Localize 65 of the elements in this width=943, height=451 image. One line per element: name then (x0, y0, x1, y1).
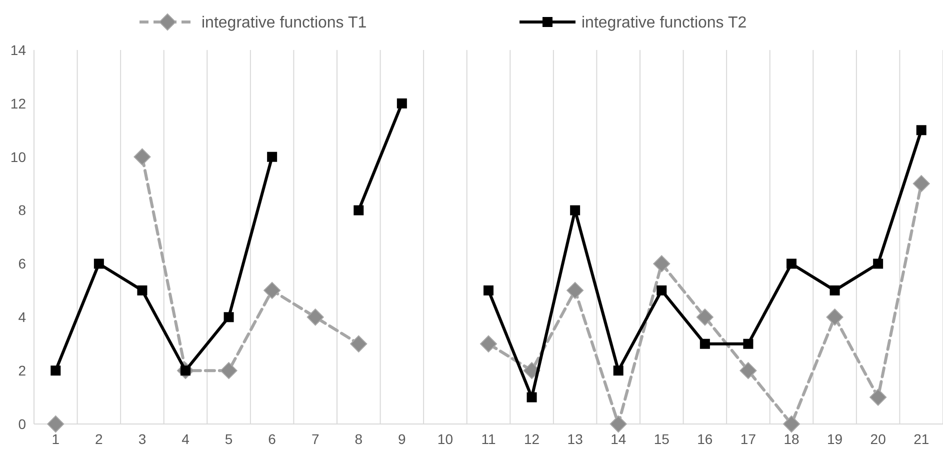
point (306, 308, 324, 326)
point (354, 205, 364, 216)
point (912, 175, 930, 192)
point (480, 335, 497, 352)
x-tick-label: 14 (610, 431, 626, 447)
x-tick-label: 5 (224, 431, 233, 447)
point (656, 285, 667, 296)
legend-label: integrative functions T1 (202, 14, 367, 32)
point (916, 125, 926, 136)
y-tick-label: 12 (10, 95, 26, 112)
point (137, 285, 148, 296)
x-tick-label: 15 (654, 431, 670, 447)
y-tick-label: 0 (18, 416, 26, 432)
x-tick-label: 8 (354, 431, 363, 447)
x-tick-label: 9 (398, 431, 406, 447)
x-tick-label: 7 (311, 431, 320, 447)
y-tick-label: 4 (18, 309, 26, 326)
x-tick-label: 3 (138, 431, 146, 447)
x-tick-label: 20 (870, 431, 886, 447)
y-tick-label: 10 (10, 148, 26, 165)
point (700, 338, 710, 349)
point (224, 312, 234, 322)
x-tick-label: 19 (826, 431, 843, 447)
point (566, 282, 584, 299)
x-tick-label: 16 (697, 431, 713, 447)
point (610, 416, 627, 432)
x-tick-label: 1 (52, 431, 60, 447)
point (870, 388, 887, 406)
point (783, 416, 800, 432)
point (873, 258, 884, 269)
x-tick-label: 18 (784, 431, 800, 447)
point (267, 152, 278, 162)
point (786, 258, 796, 269)
y-tick-label: 8 (18, 202, 26, 218)
y-tick-label: 6 (18, 256, 26, 272)
x-tick-label: 21 (914, 431, 930, 447)
point (396, 98, 407, 108)
point (50, 366, 61, 376)
point (830, 285, 840, 296)
point (653, 255, 670, 272)
x-tick-label: 2 (95, 431, 104, 447)
y-tick-label: 2 (18, 362, 26, 378)
y-tick-label: 14 (10, 42, 26, 58)
point (826, 308, 844, 326)
point (134, 148, 151, 166)
x-tick-label: 11 (481, 431, 496, 447)
point (740, 362, 757, 380)
x-tick-label: 17 (740, 431, 756, 447)
legend-label: integrative functions T2 (582, 14, 747, 32)
point (743, 338, 754, 349)
point (350, 335, 368, 352)
point (94, 258, 104, 269)
x-tick-label: 10 (437, 431, 454, 447)
x-tick-label: 6 (268, 431, 276, 447)
point (47, 416, 64, 432)
point (220, 362, 238, 380)
x-tick-label: 13 (567, 431, 584, 447)
point (264, 282, 281, 299)
point (696, 308, 714, 326)
x-tick-label: 12 (524, 431, 540, 447)
point (613, 366, 624, 376)
point (526, 392, 537, 402)
point (570, 205, 580, 216)
point (484, 285, 494, 296)
x-tick-label: 4 (182, 431, 190, 447)
